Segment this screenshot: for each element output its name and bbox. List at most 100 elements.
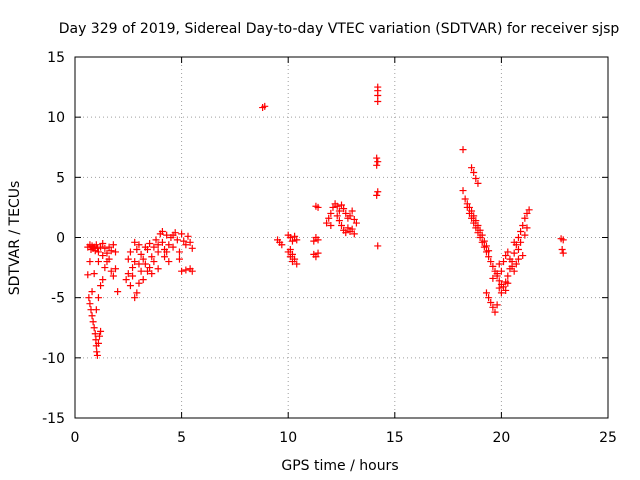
data-point-marker <box>129 264 137 272</box>
data-point-marker <box>288 250 296 258</box>
data-point-marker <box>135 260 143 268</box>
data-point-marker <box>90 324 98 332</box>
data-point-marker <box>103 249 111 257</box>
data-point-marker <box>510 238 518 246</box>
data-point-marker <box>175 248 183 256</box>
data-point-marker <box>517 227 525 235</box>
data-point-marker <box>105 243 113 251</box>
data-point-marker <box>506 255 514 263</box>
data-point-marker <box>92 336 100 344</box>
data-point-marker <box>523 224 531 232</box>
x-tick-label: 15 <box>386 430 404 446</box>
data-point-marker <box>468 164 476 172</box>
data-point-marker <box>184 232 192 240</box>
y-tick-label: 5 <box>56 170 65 186</box>
data-point-marker <box>327 221 335 229</box>
data-point-marker <box>293 260 301 268</box>
data-point-marker <box>286 234 294 241</box>
data-point-marker <box>323 219 331 227</box>
y-tick-label: 15 <box>47 50 65 66</box>
data-point-marker <box>180 237 188 245</box>
y-axis-label: SDTVAR / TECUs <box>7 181 23 296</box>
data-point-marker <box>504 248 512 256</box>
y-tick-label: -5 <box>51 291 65 307</box>
data-point-marker <box>93 348 101 356</box>
data-point-marker <box>348 225 356 233</box>
x-tick-label: 0 <box>71 430 80 446</box>
data-point-marker <box>495 284 503 292</box>
data-point-marker <box>508 262 516 270</box>
data-point-marker <box>107 267 115 275</box>
data-point-marker <box>99 240 107 248</box>
data-point-marker <box>342 229 350 237</box>
data-point-marker <box>373 161 381 169</box>
axis-ticks: 0 5 10 15 20 25 -15 -10 -5 0 5 10 15 <box>42 50 617 446</box>
data-point-marker <box>374 98 382 106</box>
data-point-marker <box>502 252 510 260</box>
data-point-marker <box>97 243 105 251</box>
data-point-marker <box>504 279 512 287</box>
data-point-marker <box>286 246 294 254</box>
data-point-marker <box>107 247 115 255</box>
data-point-marker <box>468 207 476 215</box>
data-point-marker <box>161 253 169 261</box>
data-point-marker <box>489 262 497 270</box>
data-point-marker <box>88 288 96 296</box>
plot-frame <box>74 56 609 419</box>
data-point-marker <box>335 207 343 215</box>
data-point-marker <box>310 237 318 245</box>
data-point-marker <box>89 318 97 326</box>
data-point-marker <box>474 179 482 187</box>
data-point-marker <box>465 203 473 211</box>
data-point-marker <box>163 248 171 256</box>
data-point-marker <box>497 267 505 275</box>
grid-lines <box>75 57 608 418</box>
data-point-marker <box>85 294 93 302</box>
data-point-marker <box>86 300 94 308</box>
data-point-marker <box>340 205 348 213</box>
data-point-marker <box>154 265 162 273</box>
data-point-marker <box>485 253 493 261</box>
data-point-marker <box>480 237 488 245</box>
data-point-marker <box>122 276 130 284</box>
data-point-marker <box>105 255 113 263</box>
data-point-marker <box>152 236 160 244</box>
data-point-marker <box>495 260 503 268</box>
data-point-marker <box>101 264 109 272</box>
data-point-marker <box>350 215 358 223</box>
y-tick-label: 0 <box>56 231 65 247</box>
data-points <box>84 83 567 359</box>
data-point-marker <box>131 238 139 246</box>
data-point-marker <box>141 243 149 251</box>
data-point-marker <box>94 339 102 347</box>
data-point-marker <box>558 246 566 254</box>
data-point-marker <box>461 195 469 203</box>
data-point-marker <box>373 154 381 162</box>
data-point-marker <box>459 146 467 154</box>
data-point-marker <box>169 243 177 251</box>
data-point-marker <box>135 279 143 287</box>
data-point-marker <box>112 248 120 256</box>
data-point-marker <box>459 187 467 195</box>
data-point-marker <box>463 200 471 208</box>
data-point-marker <box>135 241 143 249</box>
data-point-marker <box>94 294 102 302</box>
data-point-marker <box>97 282 105 290</box>
data-point-marker <box>150 243 158 251</box>
data-point-marker <box>342 209 350 217</box>
data-point-marker <box>374 158 382 166</box>
data-point-marker <box>94 248 102 256</box>
data-point-marker <box>335 217 343 225</box>
x-tick-label: 5 <box>177 430 186 446</box>
data-point-marker <box>137 250 145 258</box>
data-point-marker <box>86 258 94 266</box>
data-point-marker <box>327 209 335 217</box>
data-point-marker <box>139 276 147 284</box>
data-point-marker <box>169 231 177 239</box>
data-point-marker <box>94 258 102 266</box>
data-point-marker <box>165 258 173 266</box>
data-point-marker <box>91 330 99 338</box>
data-point-marker <box>143 267 151 275</box>
data-point-marker <box>519 252 527 260</box>
data-point-marker <box>112 265 120 273</box>
